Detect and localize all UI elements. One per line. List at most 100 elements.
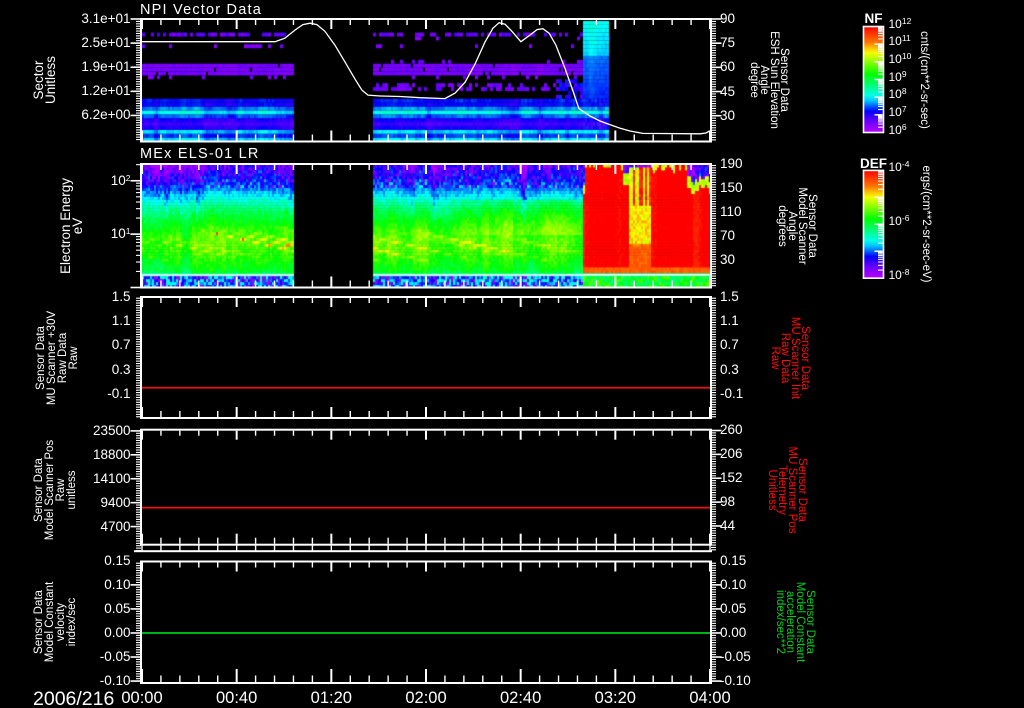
panel-frame-left	[140, 561, 142, 683]
y-tick-label-right: 260	[720, 422, 743, 438]
panel-frame-bottom	[140, 140, 712, 143]
y-tick-label-left: 4700	[100, 518, 131, 534]
panel-frame-right	[710, 19, 712, 142]
panel-frame-right	[710, 297, 712, 418]
y-tick-label-left: 102	[110, 172, 131, 188]
panel-frame-left	[140, 19, 142, 142]
y-tick-label-left: 2.5e+01	[81, 35, 131, 51]
y-tick-label-left: 9400	[100, 494, 131, 510]
y-tick-label-left: -0.1	[107, 385, 131, 401]
panel-frame-top	[140, 296, 712, 298]
y-tick-label-left: -0.10	[99, 673, 131, 689]
x-tick-label: 00:00	[121, 689, 163, 707]
y-tick-label-right: 0.10	[720, 576, 747, 592]
y-tick-label-right: -0.05	[720, 649, 751, 665]
y-tick-label-left: 23500	[92, 422, 131, 438]
panel-frame-right	[710, 429, 712, 545]
panel-frame-top	[140, 560, 712, 563]
npi-spectrogram-image	[142, 20, 710, 141]
y-tick-label-left: 0.7	[111, 337, 131, 353]
y-tick-label-left: 0.10	[104, 576, 131, 592]
y-tick-label-right: 1.5	[720, 289, 739, 304]
colorbar-tick-label: 1012	[888, 15, 912, 31]
colorbar-tick-label: 108	[888, 86, 907, 102]
y-tick-label-right: 98	[720, 493, 736, 509]
panel-frame-top	[140, 18, 712, 20]
y-tick-label-left: 0.00	[104, 624, 131, 640]
y-tick-label-right: 110	[720, 204, 742, 220]
date-label: 2006/216	[33, 688, 115, 708]
y-tick-label-left: 3.1e+01	[81, 11, 131, 26]
panel-frame-bottom	[140, 682, 712, 684]
data-line	[142, 506, 710, 509]
panel-frame-left	[140, 297, 142, 418]
y-axis-title-right: Sensor Data Model Constant acceleration ind…	[773, 581, 816, 663]
y-tick-label-left: 6.2e+00	[81, 107, 131, 123]
colorbar-tick-label: 1010	[888, 50, 912, 66]
y-tick-label-left: -0.05	[99, 649, 131, 665]
x-tick-label: 03:20	[594, 689, 636, 707]
y-tick-label-right: 0.05	[720, 600, 747, 616]
y-tick-label-right: 190	[720, 156, 743, 172]
y-tick-label-right: 70	[720, 228, 736, 244]
colorbar-tick-label: 107	[888, 103, 907, 119]
panel-title-npi: NPI Vector Data	[140, 2, 262, 18]
panel-frame-bottom	[140, 417, 712, 419]
colorbar-unit-label: ergs/(cm**2-sr-sec-eV)	[920, 165, 932, 283]
colorbar-tick-label: 106	[888, 121, 907, 137]
x-tick-label: 04:00	[689, 689, 731, 707]
y-tick-label-left: 101	[110, 226, 131, 242]
y-tick-label-left: 1.5	[111, 289, 131, 304]
data-line	[142, 386, 710, 389]
y-tick-label-right: 152	[720, 469, 743, 485]
colorbar-tick-label: 10-8	[888, 267, 910, 283]
colorbar-tick-label: 109	[888, 68, 907, 84]
y-tick-label-right: 30	[720, 107, 736, 123]
x-tick-label: 00:40	[216, 689, 258, 707]
y-tick-label-right: 0.7	[720, 337, 739, 353]
y-tick-label-right: -0.10	[720, 673, 751, 689]
els-spectrogram-image	[142, 164, 710, 287]
y-tick-label-left: 0.05	[104, 600, 131, 616]
y-tick-label-left: 1.2e+01	[81, 83, 131, 99]
y-tick-label-left: 18800	[92, 446, 131, 462]
y-tick-label-right: 44	[720, 517, 736, 533]
y-tick-label-right: 0.00	[720, 624, 747, 640]
panel-frame-right	[710, 561, 712, 683]
colorbar-title: DEF	[860, 156, 887, 171]
y-tick-label-right: 0.15	[720, 552, 747, 568]
x-tick-label: 02:00	[405, 689, 447, 707]
sun-elevation-line	[142, 21, 710, 135]
y-tick-label-left: 1.9e+01	[81, 59, 131, 75]
x-tick-label: 02:40	[500, 689, 542, 707]
y-tick-label-right: 90	[720, 11, 736, 26]
colorbar-tick-label: 1011	[888, 33, 911, 49]
panel-frame-top	[140, 163, 712, 165]
y-tick-label-right: 60	[720, 59, 736, 75]
y-tick-label-right: 45	[720, 83, 736, 99]
panel-frame-left	[140, 164, 142, 288]
y-tick-label-right: 1.1	[720, 313, 739, 329]
y-tick-label-right: 0.3	[720, 361, 739, 377]
data-line	[142, 632, 710, 634]
colorbar-tick-label: 10-6	[888, 213, 910, 229]
y-tick-label-right: 206	[720, 446, 743, 461]
y-tick-label-right: 150	[720, 180, 743, 196]
y-tick-label-left: 14100	[92, 470, 131, 486]
colorbar-title: NF	[864, 10, 883, 26]
y-tick-label-right: 75	[720, 35, 736, 51]
panel-frame-bottom	[140, 286, 712, 289]
panel-frame-top	[140, 428, 712, 431]
y-tick-label-right: 30	[720, 252, 736, 268]
y-tick-label-left: 0.15	[104, 552, 131, 568]
y-tick-label-right: -0.1	[720, 385, 744, 401]
y-tick-label-left: 1.1	[111, 313, 131, 329]
panel-frame-left	[140, 429, 142, 545]
y-tick-label-left: 0.3	[111, 361, 131, 377]
x-tick-label: 01:20	[310, 689, 352, 707]
colorbar-tick-label: 10-4	[888, 159, 910, 175]
panel-title-els: MEx ELS-01 LR	[140, 146, 260, 162]
y-axis-title-left: Sensor Data Model Constant velocity index/s…	[33, 581, 78, 663]
